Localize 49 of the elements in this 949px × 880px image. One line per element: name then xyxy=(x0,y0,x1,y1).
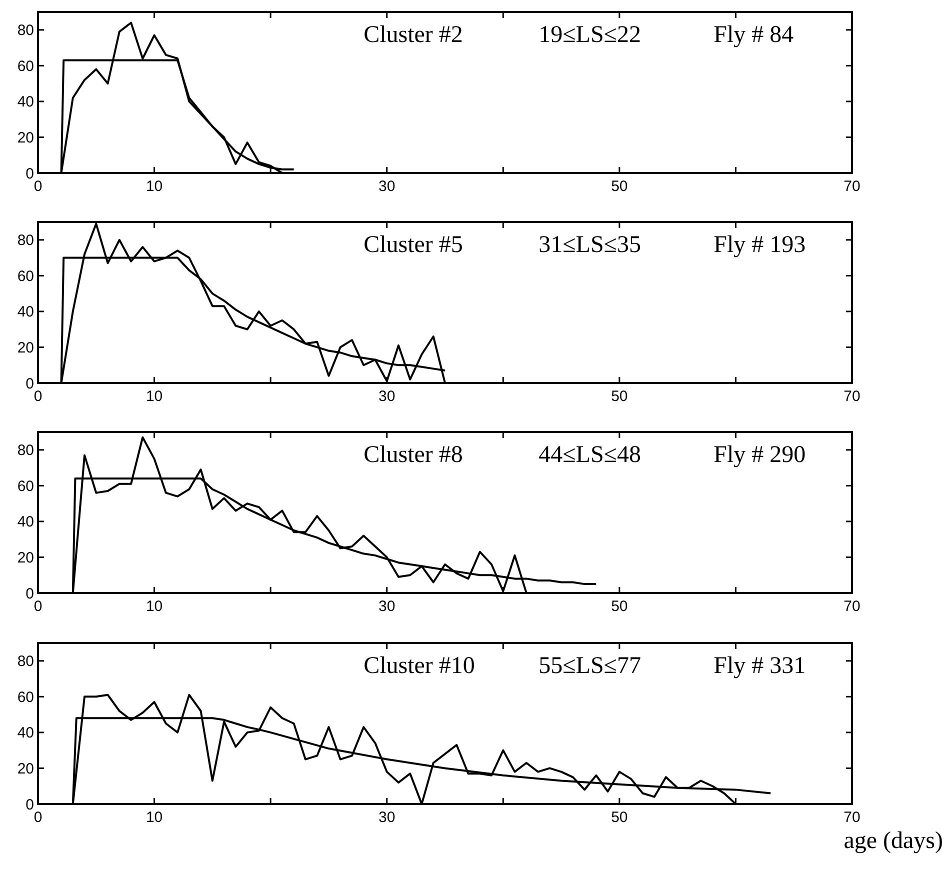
y-tick-label: 80 xyxy=(17,442,34,460)
y-tick-label: 80 xyxy=(17,22,34,40)
x-tick-label: 70 xyxy=(844,809,860,826)
annotation: 44≤LS≤48 xyxy=(538,442,641,468)
y-tick-label: 40 xyxy=(17,724,34,742)
annotation: Cluster #2 xyxy=(364,22,463,48)
x-tick-label: 30 xyxy=(378,598,396,615)
y-tick-label: 20 xyxy=(17,760,34,778)
x-tick-label: 10 xyxy=(146,809,163,826)
x-tick-label: 10 xyxy=(146,178,163,195)
x-tick-label: 10 xyxy=(146,388,163,405)
y-tick-label: 20 xyxy=(17,129,34,146)
x-tick-label: 70 xyxy=(844,598,860,615)
y-tick-label: 0 xyxy=(26,796,34,814)
y-tick-label: 60 xyxy=(17,58,34,75)
x-tick-label: 50 xyxy=(611,809,628,826)
x-tick-label: 30 xyxy=(378,809,396,826)
annotation: Fly # 193 xyxy=(714,232,806,258)
y-tick-label: 0 xyxy=(26,585,34,602)
y-tick-label: 80 xyxy=(17,232,34,250)
y-tick-label: 0 xyxy=(26,375,34,392)
y-tick-label: 40 xyxy=(17,514,34,531)
y-tick-label: 60 xyxy=(17,688,34,706)
x-tick-label: 30 xyxy=(378,388,396,405)
y-tick-label: 60 xyxy=(17,268,34,285)
y-tick-label: 80 xyxy=(17,653,34,670)
y-tick-label: 40 xyxy=(17,94,34,111)
annotation: Cluster #8 xyxy=(364,442,463,468)
x-tick-label: 30 xyxy=(378,178,396,195)
annotation: 55≤LS≤77 xyxy=(538,653,641,679)
x-axis-title: age (days) xyxy=(844,828,943,854)
x-tick-label: 50 xyxy=(611,388,628,405)
annotation: Cluster #5 xyxy=(364,232,463,258)
y-tick-label: 20 xyxy=(17,339,34,356)
x-tick-label: 70 xyxy=(844,178,860,195)
annotation: 31≤LS≤35 xyxy=(538,232,641,258)
x-tick-label: 50 xyxy=(611,598,628,615)
annotation: Fly # 290 xyxy=(714,442,806,468)
y-tick-label: 60 xyxy=(17,478,34,495)
annotation: Fly # 331 xyxy=(714,653,806,679)
annotation: Fly # 84 xyxy=(714,22,794,48)
x-tick-label: 10 xyxy=(146,598,163,615)
annotation: 19≤LS≤22 xyxy=(538,22,641,48)
y-tick-label: 40 xyxy=(17,304,34,321)
x-tick-label: 70 xyxy=(844,388,860,405)
y-tick-label: 0 xyxy=(26,165,34,182)
annotation: Cluster #10 xyxy=(364,653,475,679)
x-tick-label: 50 xyxy=(611,178,628,195)
y-tick-label: 20 xyxy=(17,549,34,566)
